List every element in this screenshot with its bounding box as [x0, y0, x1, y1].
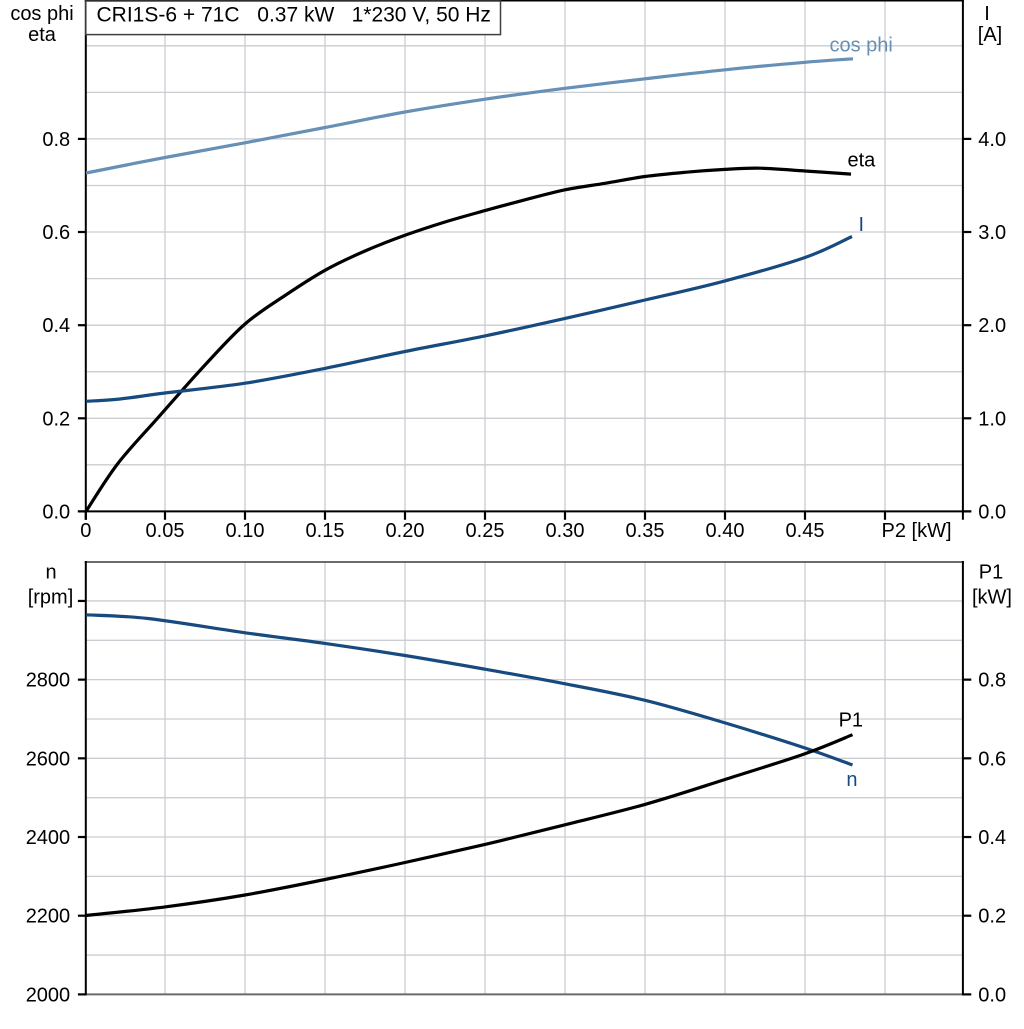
- svg-text:0.6: 0.6: [978, 748, 1006, 770]
- svg-text:I: I: [984, 3, 990, 25]
- svg-text:0.2: 0.2: [42, 408, 70, 430]
- svg-text:2600: 2600: [26, 748, 71, 770]
- svg-text:0.15: 0.15: [306, 520, 345, 542]
- svg-text:0.4: 0.4: [42, 315, 70, 337]
- svg-text:eta: eta: [848, 150, 877, 172]
- svg-text:4.0: 4.0: [978, 129, 1006, 151]
- svg-text:0.10: 0.10: [226, 520, 265, 542]
- svg-text:P1: P1: [839, 710, 863, 732]
- svg-text:0.0: 0.0: [42, 501, 70, 523]
- svg-text:I: I: [859, 214, 865, 236]
- svg-text:0.30: 0.30: [546, 520, 585, 542]
- svg-text:0.8: 0.8: [978, 670, 1006, 692]
- svg-text:3.0: 3.0: [978, 222, 1006, 244]
- svg-text:2400: 2400: [26, 827, 71, 849]
- svg-text:cos phi: cos phi: [830, 35, 893, 57]
- svg-text:0.40: 0.40: [706, 520, 745, 542]
- svg-text:0.0: 0.0: [978, 501, 1006, 523]
- svg-text:0.2: 0.2: [978, 906, 1006, 928]
- svg-text:CRI1S-6 + 71C: CRI1S-6 + 71C: [97, 4, 240, 27]
- svg-text:0.8: 0.8: [42, 129, 70, 151]
- svg-text:0.25: 0.25: [466, 520, 505, 542]
- svg-text:0.45: 0.45: [786, 520, 825, 542]
- svg-text:0: 0: [80, 520, 91, 542]
- svg-text:2.0: 2.0: [978, 315, 1006, 337]
- svg-text:cos phi: cos phi: [10, 3, 73, 25]
- svg-text:[A]: [A]: [978, 24, 1002, 46]
- svg-text:P1: P1: [979, 562, 1003, 584]
- svg-text:[kW]: [kW]: [972, 587, 1012, 609]
- svg-text:0.35: 0.35: [626, 520, 665, 542]
- svg-text:n: n: [45, 562, 56, 584]
- svg-text:0.20: 0.20: [386, 520, 425, 542]
- svg-text:0.37 kW: 0.37 kW: [257, 4, 334, 27]
- svg-text:[rpm]: [rpm]: [28, 587, 74, 609]
- svg-text:0.0: 0.0: [978, 984, 1006, 1006]
- svg-text:2000: 2000: [26, 984, 71, 1006]
- svg-text:n: n: [846, 769, 857, 791]
- svg-text:1*230 V, 50 Hz: 1*230 V, 50 Hz: [352, 4, 491, 27]
- svg-text:P2 [kW]: P2 [kW]: [882, 520, 952, 542]
- svg-text:0.05: 0.05: [146, 520, 185, 542]
- svg-text:2200: 2200: [26, 906, 71, 928]
- svg-text:0.6: 0.6: [42, 222, 70, 244]
- svg-text:eta: eta: [28, 24, 57, 46]
- svg-text:2800: 2800: [26, 670, 71, 692]
- svg-text:1.0: 1.0: [978, 408, 1006, 430]
- svg-text:0.4: 0.4: [978, 827, 1006, 849]
